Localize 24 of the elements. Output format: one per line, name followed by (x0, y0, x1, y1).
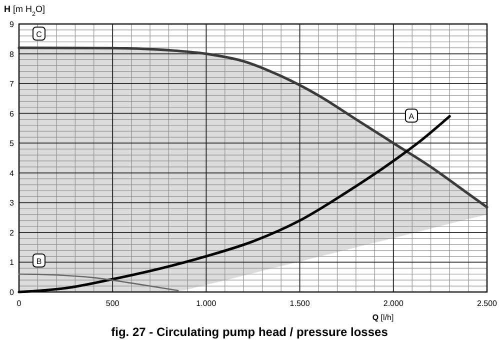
x-tick-label: 1.000 (196, 299, 217, 308)
y-tick-label: 9 (10, 20, 15, 29)
x-axis-title: Q [l/h] (372, 313, 394, 322)
series-label: C (36, 30, 42, 40)
y-tick-label: 6 (10, 109, 15, 118)
y-tick-label: 8 (10, 50, 15, 59)
x-tick-label: 2.500 (476, 299, 498, 308)
y-tick-label: 0 (10, 288, 15, 297)
text: A (408, 112, 415, 122)
x-tick-label: 0 (16, 299, 22, 308)
line-series (18, 46, 488, 208)
series-label: B (36, 257, 42, 266)
y-axis-title: H [m H$_{2}$O] (4, 4, 46, 18)
text: fig. 27 - Circulating pump head / pressure losses (111, 325, 388, 339)
x-tick-label: 2.000 (383, 299, 404, 308)
y-tick-label: 3 (10, 198, 15, 208)
y-tick-label: 4 (10, 168, 15, 178)
y-tick-label: 2 (10, 228, 15, 238)
line-series (18, 273, 179, 292)
y-tick-label: 5 (10, 139, 15, 148)
y-tick-label: 7 (10, 80, 15, 89)
y-tick-label: 1 (10, 258, 15, 268)
x-tick-label: 500 (106, 299, 120, 308)
x-tick-label: 1.500 (290, 299, 310, 308)
